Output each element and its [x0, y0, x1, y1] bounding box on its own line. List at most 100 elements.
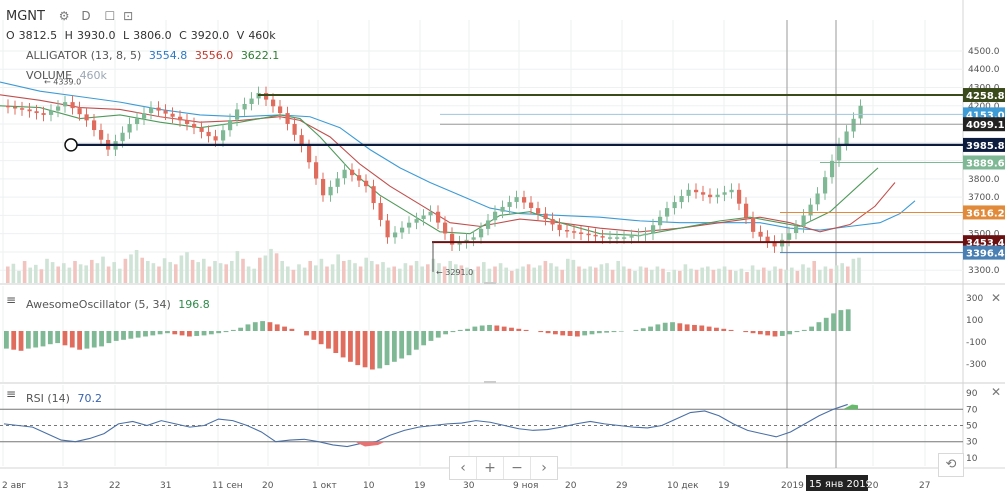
open-value: 3812.5	[18, 29, 58, 42]
ao-bar	[487, 324, 492, 331]
ao-bar	[18, 331, 24, 351]
time-tick-label: 10	[363, 481, 375, 491]
price-label: 3453.4	[966, 238, 1005, 249]
time-tick-label: 2 авг	[2, 481, 26, 491]
gear-icon[interactable]: ⚙	[58, 9, 70, 23]
rsi-legend[interactable]: RSI (14) 70.2	[26, 392, 106, 405]
candle-body	[737, 189, 742, 204]
volume-bar	[314, 265, 318, 283]
zoom-in-button[interactable]: +	[477, 457, 504, 479]
alligator-legend[interactable]: ALLIGATOR (13, 8, 5) 3554.8 3556.0 3622.…	[26, 49, 283, 62]
candle-body	[543, 213, 548, 219]
candle-body	[672, 202, 677, 209]
price-label-bg	[963, 117, 1005, 132]
volume-bar	[739, 268, 744, 283]
candle-body	[557, 224, 562, 231]
scroll-left-button[interactable]: ‹	[450, 457, 477, 479]
rsi-tick-label: 30	[966, 438, 978, 448]
ao-bar	[377, 331, 383, 369]
volume-bar	[56, 266, 60, 283]
ao-bar	[326, 331, 331, 349]
ao-bar	[435, 331, 441, 338]
volume-bar	[269, 248, 273, 283]
candle-body	[364, 180, 369, 187]
time-tick-label: 19	[414, 481, 426, 491]
ao-bar	[362, 331, 368, 368]
fullscreen-icon[interactable]: ⊡	[123, 9, 134, 23]
candle-body	[694, 189, 699, 193]
candle-body	[464, 239, 469, 243]
interval-label[interactable]: D	[81, 9, 91, 23]
compare-icon[interactable]: ☐	[104, 9, 116, 23]
volume-bar	[538, 265, 542, 283]
ao-bar	[604, 331, 610, 333]
volume-bar	[784, 269, 788, 283]
ao-bar	[677, 323, 683, 331]
candle-body	[156, 107, 161, 111]
candle-body	[20, 108, 25, 110]
volume-bar	[28, 267, 32, 283]
ao-bar	[121, 331, 126, 340]
candle-body	[178, 116, 183, 121]
volume-bar	[560, 269, 564, 283]
volume-bar	[498, 263, 503, 283]
ao-bar	[838, 310, 844, 331]
ao-value: 196.8	[178, 298, 210, 311]
ao-bar	[406, 331, 412, 356]
ao-bar	[670, 322, 675, 331]
ao-bar	[340, 331, 346, 358]
ao-bar	[245, 324, 251, 331]
volume-bar	[465, 267, 469, 283]
pane-handle-icon[interactable]: ≡	[6, 387, 17, 401]
candle-body	[6, 105, 11, 108]
volume-bar	[678, 270, 682, 283]
ao-bar	[721, 328, 727, 331]
volume-bar	[213, 261, 217, 283]
volume-bar	[622, 266, 626, 283]
close-icon[interactable]: ✕	[991, 385, 1002, 399]
volume-bar	[650, 269, 654, 283]
volume-bar	[554, 266, 559, 283]
candle-body	[651, 225, 656, 234]
volume-bar	[235, 251, 240, 283]
pane-handle-icon[interactable]: ≡	[6, 293, 17, 307]
price-label-bg	[963, 137, 1005, 152]
volume-bar	[728, 269, 732, 283]
volume-bar	[342, 261, 346, 283]
volume-bar	[386, 267, 391, 283]
candle-body	[49, 110, 54, 115]
candle-body	[378, 203, 383, 220]
ao-bar	[509, 327, 514, 331]
ao-legend[interactable]: AwesomeOscillator (5, 34) 196.8	[26, 298, 214, 311]
ao-bar	[399, 331, 405, 359]
candle-body	[622, 237, 627, 239]
price-label: 4258.8	[966, 91, 1005, 102]
symbol-name[interactable]: MGNT	[6, 9, 45, 24]
ao-bar	[611, 331, 617, 333]
volume-bar	[795, 270, 800, 283]
ao-tick-label: -300	[966, 360, 987, 370]
price-tick-label: 4200.0	[968, 102, 1000, 112]
zoom-out-button[interactable]: −	[504, 457, 531, 479]
ao-bar	[523, 329, 529, 331]
rsi-tick-label: 50	[966, 422, 978, 432]
ao-bar	[267, 322, 273, 331]
volume-bar	[566, 258, 570, 283]
ao-bar	[252, 322, 258, 331]
close-icon[interactable]: ✕	[991, 291, 1002, 305]
volume-legend[interactable]: VOLUME 460k	[26, 69, 111, 82]
candle-body	[127, 124, 132, 133]
volume-bar	[62, 263, 66, 283]
candle-body	[600, 236, 605, 238]
volume-bar	[762, 267, 766, 283]
volume-bar	[146, 261, 150, 283]
candle-body	[393, 232, 398, 238]
candle-body	[586, 233, 591, 236]
candle-body	[328, 186, 333, 196]
scroll-right-button[interactable]: ›	[541, 460, 547, 476]
candle-body	[199, 127, 204, 132]
volume-bar	[280, 261, 284, 283]
candle-body	[264, 92, 269, 100]
reset-icon[interactable]: ⟲	[938, 453, 964, 477]
